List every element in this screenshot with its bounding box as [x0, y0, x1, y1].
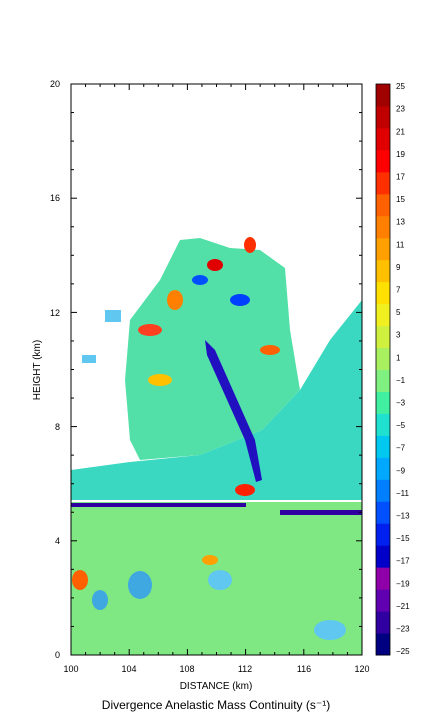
colorbar-labels: 25 23 21 19 17 15 13 11 9 7 5 3 1 −1 −3 −5 −7 −9 −11 −13 −15… [396, 82, 410, 656]
colorbar-swatch [376, 127, 390, 151]
y-tick-label: 16 [50, 193, 60, 203]
colorbar-swatch [376, 369, 390, 392]
colorbar-label: 9 [396, 263, 401, 272]
chart-title: Divergence Anelastic Mass Continuity (s⁻… [102, 698, 330, 712]
colorbar-swatch [376, 84, 390, 107]
field-echo [105, 310, 121, 322]
colorbar-label: 15 [396, 195, 405, 204]
colorbar-label: 17 [396, 173, 405, 182]
x-tick-label: 120 [354, 664, 369, 674]
colorbar-label: −13 [396, 512, 410, 521]
colorbar-label: −15 [396, 534, 410, 543]
colorbar-swatch [376, 457, 390, 480]
colorbar-swatch [376, 347, 390, 370]
colorbar-swatch [376, 545, 390, 568]
colorbar-label: 13 [396, 218, 405, 227]
colorbar-label: 21 [396, 127, 405, 136]
colorbar-swatch [376, 303, 390, 327]
x-tick-label: 112 [238, 664, 252, 674]
colorbar-swatch [376, 611, 390, 634]
x-tick-label: 108 [179, 664, 194, 674]
colorbar [376, 84, 390, 656]
colorbar-label: −1 [396, 376, 406, 385]
field-feature [72, 570, 88, 590]
field-echo [82, 355, 96, 363]
colorbar-label: 19 [396, 150, 405, 159]
field-feature [314, 620, 346, 640]
colorbar-label: −21 [396, 602, 410, 611]
colorbar-label: −5 [396, 421, 406, 430]
colorbar-frame [375, 83, 391, 656]
colorbar-swatch [376, 479, 390, 502]
colorbar-swatch [376, 259, 390, 283]
y-axis-ticks [71, 83, 362, 656]
field-feature [207, 259, 223, 271]
colorbar-swatch [376, 193, 390, 217]
colorbar-label: 25 [396, 82, 405, 91]
colorbar-swatch [376, 215, 390, 239]
colorbar-swatch [376, 281, 390, 305]
y-tick-label: 20 [50, 79, 60, 89]
field-feature [138, 324, 162, 336]
colorbar-label: −19 [396, 579, 410, 588]
x-tick-label: 116 [297, 664, 311, 674]
field-feature [167, 290, 183, 310]
field-feature [202, 555, 218, 565]
colorbar-swatch [376, 171, 390, 195]
colorbar-label: −23 [396, 625, 410, 634]
field-horizontal-band [280, 510, 362, 515]
heatmap-field [71, 237, 362, 655]
field-feature [148, 374, 172, 386]
field-feature [208, 570, 232, 590]
y-tick-label: 0 [55, 650, 60, 660]
colorbar-label: −17 [396, 557, 410, 566]
x-tick-label: 104 [121, 664, 136, 674]
colorbar-swatch [376, 589, 390, 612]
colorbar-swatch [376, 413, 390, 436]
field-horizontal-band [71, 500, 362, 502]
colorbar-swatch [376, 435, 390, 458]
colorbar-label: −7 [396, 444, 406, 453]
y-tick-label: 4 [55, 536, 60, 546]
colorbar-swatch [376, 523, 390, 546]
field-feature [92, 590, 108, 610]
y-tick-label: 8 [55, 422, 60, 432]
colorbar-label: 11 [396, 240, 405, 249]
field-feature [260, 345, 280, 355]
field-horizontal-band [71, 503, 246, 507]
x-tick-label: 100 [63, 664, 78, 674]
field-feature [192, 275, 208, 285]
field-feature [128, 571, 152, 599]
x-axis-label: DISTANCE (km) [180, 681, 253, 692]
field-feature [235, 484, 255, 496]
field-feature [230, 294, 250, 306]
colorbar-label: −9 [396, 466, 406, 475]
colorbar-label: 5 [396, 308, 401, 317]
colorbar-swatch [376, 237, 390, 261]
colorbar-label: 3 [396, 331, 401, 340]
colorbar-swatch [376, 501, 390, 524]
colorbar-swatch [376, 391, 390, 414]
field-feature [244, 237, 256, 253]
colorbar-swatch [376, 325, 390, 349]
colorbar-swatch [376, 633, 390, 656]
field-mid-right [71, 300, 362, 500]
colorbar-label: −25 [396, 647, 410, 656]
colorbar-swatch [376, 105, 390, 129]
colorbar-label: 23 [396, 105, 405, 114]
x-axis-ticks [70, 84, 363, 655]
colorbar-label: 7 [396, 286, 401, 295]
field-blue-band [205, 340, 262, 482]
colorbar-label: −3 [396, 399, 406, 408]
colorbar-label: −11 [396, 489, 410, 498]
colorbar-swatch [376, 149, 390, 173]
colorbar-swatch [376, 567, 390, 590]
y-tick-label: 12 [50, 308, 60, 318]
colorbar-label: 1 [396, 353, 401, 362]
y-axis-label: HEIGHT (km) [32, 340, 43, 400]
